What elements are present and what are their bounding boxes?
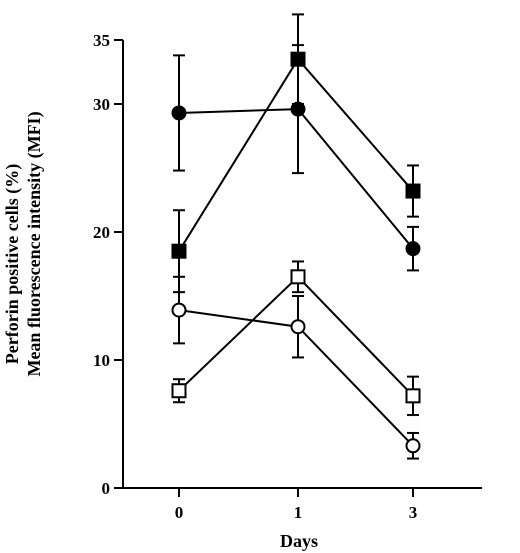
series-line-open-square (178, 275, 414, 397)
data-point-open-square-1 (290, 269, 306, 285)
series-open-square (171, 260, 421, 417)
data-point-open-circle-1 (290, 319, 306, 335)
series-line-filled-circle (178, 108, 414, 250)
x-tick-label-3: 3 (409, 503, 418, 522)
data-point-open-circle-0 (171, 302, 187, 318)
x-tick-label-1: 1 (294, 503, 303, 522)
series-filled-circle (171, 44, 421, 272)
y-tick-label-10: 10 (93, 351, 110, 370)
y-tick-label-35: 35 (93, 31, 110, 50)
axes (122, 40, 482, 489)
data-point-open-circle-2 (405, 438, 421, 454)
data-point-open-square-0 (171, 383, 187, 399)
x-ticks: 0 1 3 (175, 488, 418, 522)
y-ticks: 0 10 20 30 35 (93, 31, 123, 498)
y-tick-label-20: 20 (93, 223, 110, 242)
series-open-circle (171, 275, 421, 460)
series-filled-square (171, 13, 421, 294)
data-point-filled-square-2 (405, 183, 421, 199)
data-point-filled-circle-0 (171, 105, 187, 121)
y-axis-title-line1: Perforin positive cells (%) (2, 164, 23, 364)
data-point-filled-circle-1 (290, 101, 306, 117)
y-axis-title-line2: Mean fluorescence intensity (MFI) (24, 111, 45, 376)
y-tick-label-0: 0 (102, 479, 111, 498)
x-axis-title: Days (280, 531, 318, 551)
data-point-filled-circle-2 (405, 241, 421, 257)
data-point-open-square-2 (405, 388, 421, 404)
y-tick-label-30: 30 (93, 95, 110, 114)
x-tick-label-0: 0 (175, 503, 184, 522)
series-layer (171, 13, 421, 460)
series-line-filled-square (178, 57, 414, 252)
data-point-filled-square-0 (171, 243, 187, 259)
